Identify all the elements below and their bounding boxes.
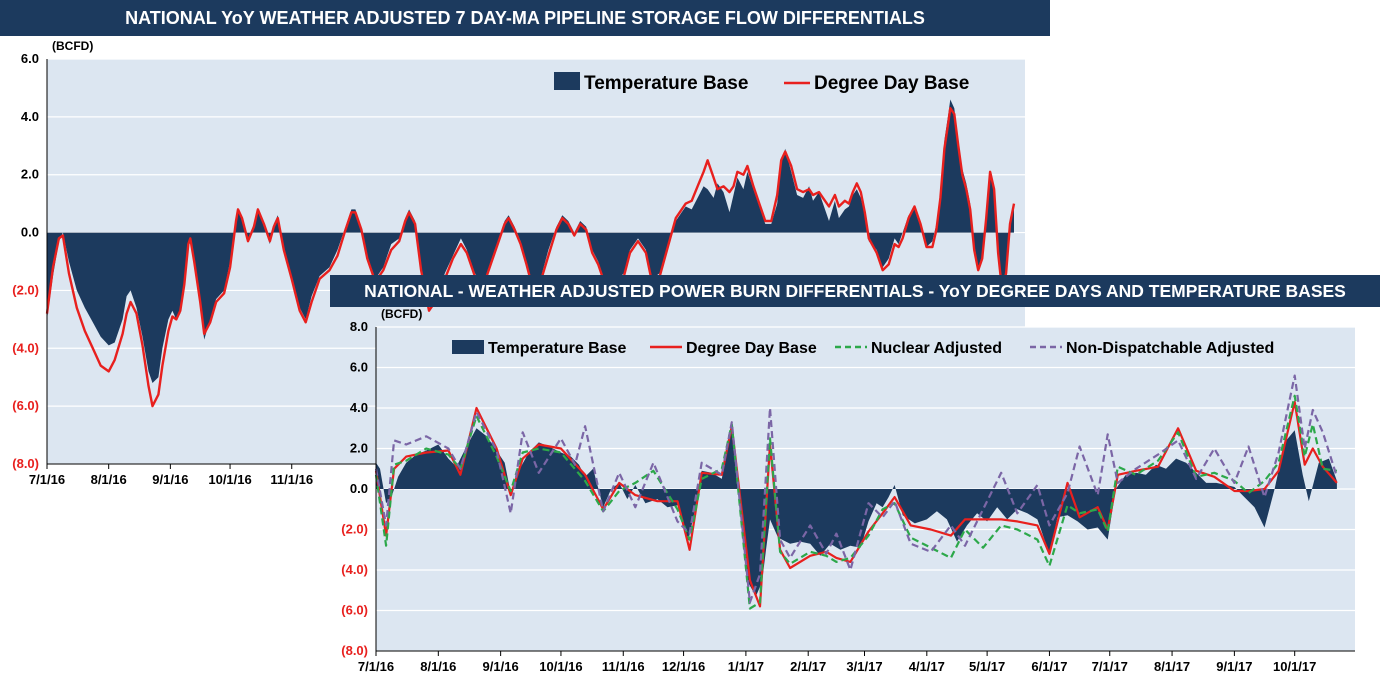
legend-label: Temperature Base [584,73,748,94]
x-tick-label: 4/1/17 [909,659,945,674]
y-tick-label: 6.0 [21,51,39,66]
chart2-power-burn: 8.0 6.0 4.0 2.0 0.0 (2.0) (4.0) (6.0) (8.0) (BCFD… [341,307,1355,674]
legend-swatch [452,340,484,354]
x-tick-label: 8/1/16 [420,659,456,674]
y-tick-label: (4.0) [341,562,368,577]
series-degree-day-base-line [374,400,1338,608]
y-tick-label: (8.0) [341,643,368,658]
x-tick-label: 5/1/17 [969,659,1005,674]
x-tick-label: 2/1/17 [790,659,826,674]
x-tick-label: 9/1/16 [483,659,519,674]
legend-label: Degree Day Base [686,340,817,357]
legend-label: Nuclear Adjusted [871,340,1002,357]
y-tick-label: (2.0) [12,282,39,297]
x-tick-label: 9/1/17 [1216,659,1252,674]
chart1-title: NATIONAL YoY WEATHER ADJUSTED 7 DAY-MA P… [0,0,1050,36]
y-tick-label: 4.0 [350,400,368,415]
legend-label: Non-Dispatchable Adjusted [1066,340,1274,357]
legend-item-temperature-base: Temperature Base [452,340,627,357]
y-tick-label: 2.0 [21,167,39,182]
x-tick-label: 11/1/16 [270,472,313,487]
x-tick-label: 10/1/17 [1273,659,1316,674]
y-tick-label: 0.0 [350,481,368,496]
x-tick-label: 11/1/16 [602,659,645,674]
x-tick-label: 7/1/16 [29,472,65,487]
y-unit-label: (BCFD) [381,307,422,321]
series-non-dispatchable-adjusted-line [374,374,1338,604]
x-tick-label: 12/1/16 [662,659,705,674]
x-tick-label: 8/1/17 [1154,659,1190,674]
legend-label: Degree Day Base [814,73,969,94]
y-tick-label: 0.0 [21,225,39,240]
legend-item-non-dispatchable-adjusted: Non-Dispatchable Adjusted [1030,340,1274,357]
y-tick-label: (8.0) [12,456,39,471]
legend-swatch [554,72,580,90]
x-tick-label: 8/1/16 [91,472,127,487]
legend-item-degree-day-base: Degree Day Base [784,73,969,94]
legend-item-nuclear-adjusted: Nuclear Adjusted [835,340,1002,357]
x-tick-label: 7/1/16 [358,659,394,674]
y-tick-label: (2.0) [341,522,368,537]
y-tick-label: 6.0 [350,360,368,375]
x-tick-label: 9/1/16 [152,472,188,487]
chart2-title: NATIONAL - WEATHER ADJUSTED POWER BURN D… [330,275,1380,307]
series-temperature-base-area [47,99,1014,383]
x-tick-label: 10/1/16 [208,472,251,487]
x-tick-label: 7/1/17 [1092,659,1128,674]
series-nuclear-adjusted-line [374,394,1338,610]
x-tick-label: 1/1/17 [728,659,764,674]
y-tick-label: 4.0 [21,109,39,124]
y-unit-label: (BCFD) [52,39,93,53]
legend-item-degree-day-base: Degree Day Base [650,340,817,357]
y-tick-label: 2.0 [350,441,368,456]
x-tick-label: 3/1/17 [846,659,882,674]
series-degree-day-base-line [45,106,1016,408]
x-tick-label: 10/1/16 [539,659,582,674]
y-tick-label: (6.0) [12,398,39,413]
y-tick-label: 8.0 [350,319,368,334]
y-tick-label: (4.0) [12,340,39,355]
y-tick-label: (6.0) [341,603,368,618]
legend-item-temperature-base: Temperature Base [554,72,748,94]
x-tick-label: 6/1/17 [1031,659,1067,674]
series-temperature-base-area [376,422,1337,597]
legend-label: Temperature Base [488,340,627,357]
